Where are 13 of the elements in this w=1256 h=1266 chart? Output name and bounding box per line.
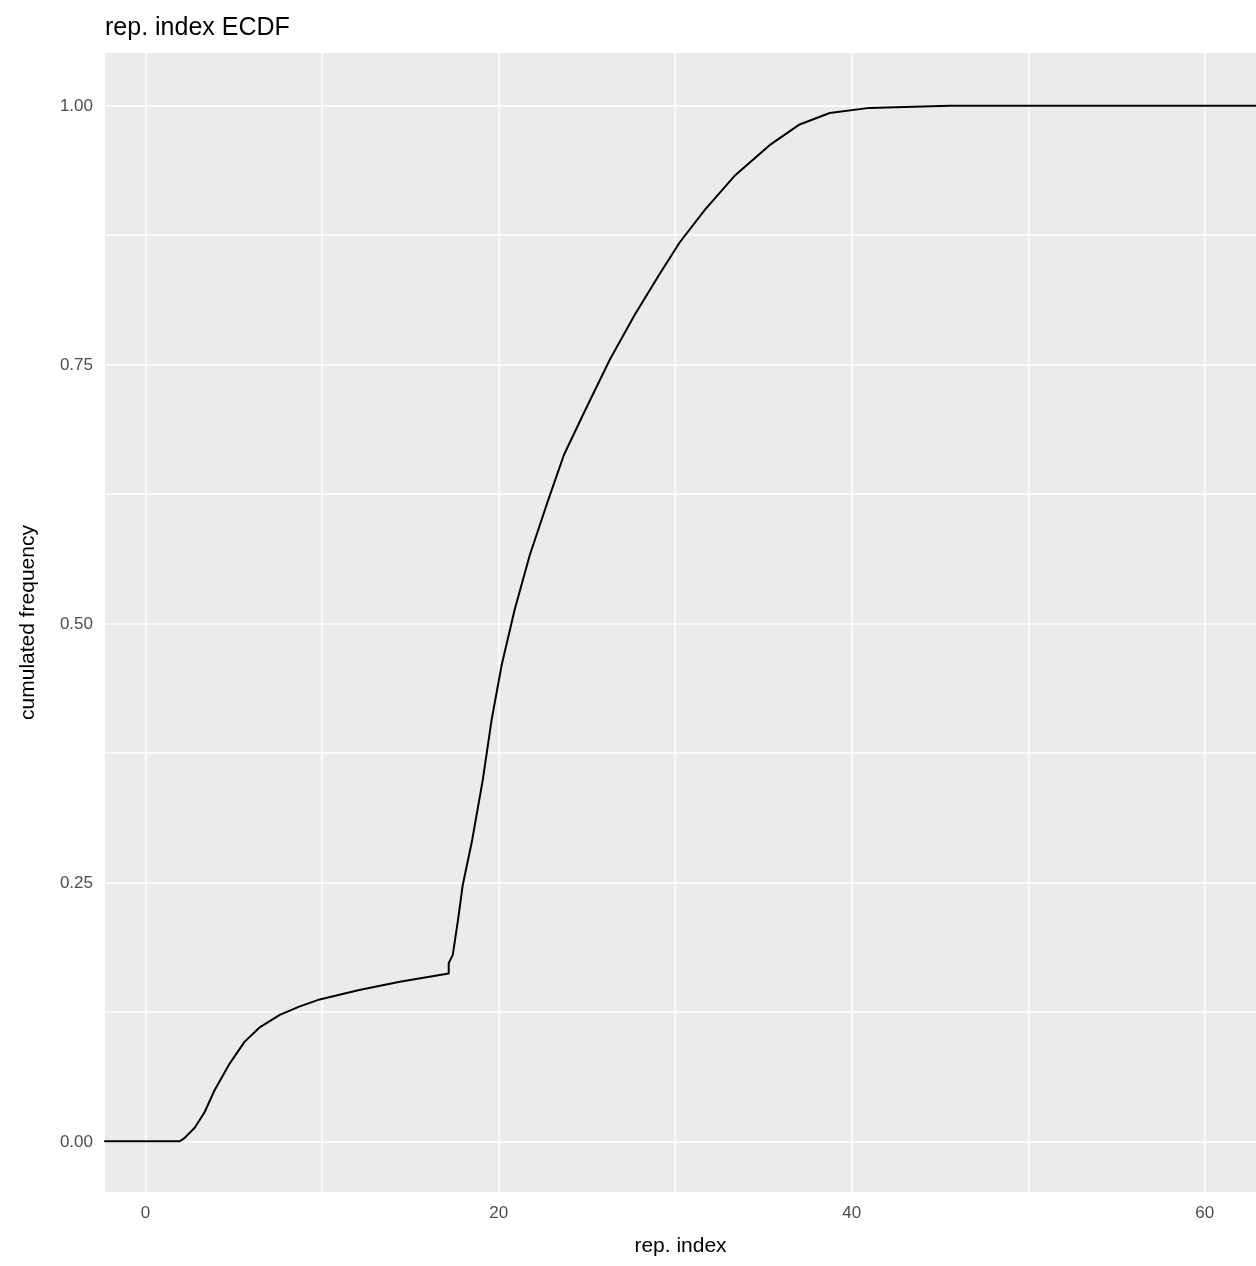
y-tick-label: 0.00 [59, 1131, 93, 1151]
x-axis-title: rep. index [634, 1233, 728, 1256]
y-tick-label: 0.25 [59, 872, 93, 892]
x-tick-label: 40 [842, 1203, 862, 1222]
x-tick-label: 0 [140, 1203, 151, 1222]
y-tick-label: 0.50 [59, 614, 93, 634]
x-tick-label: 20 [489, 1203, 509, 1222]
y-axis-title: cumulated frequency [15, 524, 38, 720]
chart-title: rep. index ECDF [105, 11, 290, 40]
y-tick-label: 1.00 [59, 96, 93, 116]
line-series [104, 104, 1256, 1143]
y-tick-label: 0.75 [59, 355, 93, 375]
x-tick-label: 60 [1195, 1203, 1215, 1222]
